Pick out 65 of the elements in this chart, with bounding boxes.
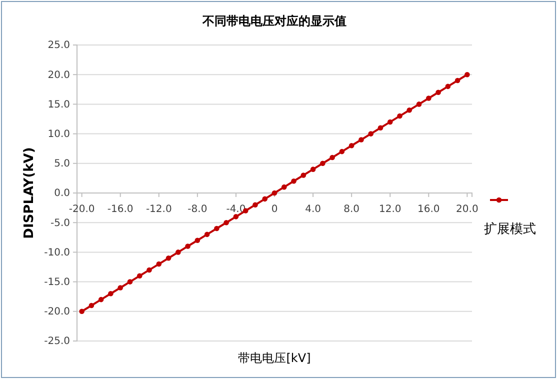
y-tick-label: -10.0 (44, 247, 70, 258)
point (156, 261, 162, 267)
x-tick-label: -12.0 (146, 204, 172, 216)
point (146, 267, 152, 273)
point (320, 160, 326, 166)
point (291, 178, 296, 184)
x-tick-label: 20.0 (456, 204, 478, 216)
y-tick-label: 25.0 (48, 40, 70, 52)
point (79, 308, 84, 314)
point (310, 166, 316, 172)
x-tick-label: 8.0 (344, 204, 360, 216)
y-tick-label: 0.0 (54, 188, 70, 200)
chart-title: 不同带电电压对应的显示值 (202, 14, 346, 28)
point (214, 226, 220, 232)
point (378, 125, 384, 131)
point (387, 119, 393, 125)
point (300, 172, 306, 178)
point (436, 90, 441, 95)
x-tick-label: -16.0 (107, 204, 134, 216)
x-tick-label: -20.0 (68, 204, 95, 216)
point (358, 137, 364, 142)
y-tick-label: 20.0 (48, 70, 70, 81)
point (397, 113, 402, 119)
point (281, 184, 287, 190)
point (368, 131, 374, 136)
point (88, 302, 94, 308)
y-tick-label: 5.0 (54, 158, 70, 170)
point (272, 190, 278, 196)
point (339, 148, 345, 154)
y-axis-title: DISPLAY(kV) (22, 147, 37, 239)
point (127, 279, 133, 284)
point (445, 84, 451, 90)
point (136, 273, 142, 279)
y-tick-label: -25.0 (44, 336, 70, 348)
point (416, 102, 422, 107)
point (166, 255, 172, 261)
point (176, 250, 181, 255)
x-tick-label: -8.0 (188, 204, 208, 216)
point (464, 72, 470, 78)
point (204, 232, 210, 238)
point (233, 214, 239, 220)
x-axis-title: 带电电压[kV] (238, 351, 311, 365)
y-tick-label: -20.0 (44, 306, 70, 318)
point (262, 196, 268, 202)
y-tick-label: -15.0 (44, 277, 70, 288)
x-tick-label: 4.0 (305, 204, 321, 216)
text: 扩展模式 (484, 222, 536, 237)
y-tick-label: 15.0 (48, 99, 70, 110)
point (330, 154, 335, 160)
point (108, 291, 114, 296)
y-tick-label: -5.0 (50, 218, 70, 229)
point (185, 244, 190, 249)
x-tick-label: 12.0 (378, 204, 402, 216)
point (194, 238, 200, 243)
point (224, 220, 229, 226)
point (406, 107, 412, 113)
x-tick-label: 0 (271, 204, 278, 216)
point (252, 202, 258, 208)
point (348, 143, 354, 148)
point (426, 96, 432, 101)
point (454, 78, 460, 84)
x-tick-label: 16.0 (418, 204, 440, 216)
point (98, 296, 104, 302)
y-tick-label: 10.0 (48, 129, 70, 140)
point (118, 285, 123, 290)
